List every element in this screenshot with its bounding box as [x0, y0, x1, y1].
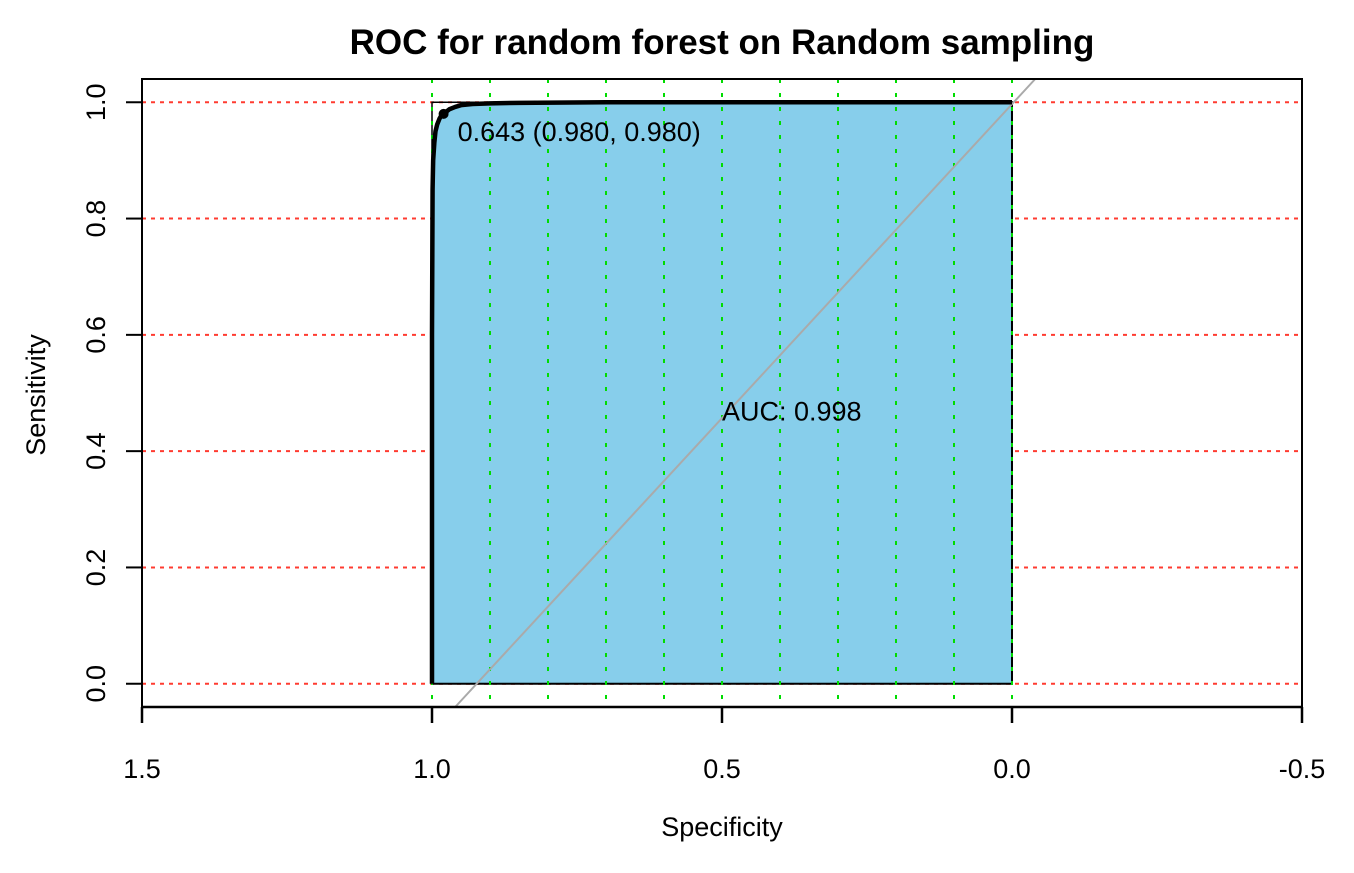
threshold-label: 0.643 (0.980, 0.980): [458, 117, 701, 147]
auc-fill-area: [431, 101, 1013, 685]
x-tick-label-3: 0.0: [993, 754, 1031, 784]
y-axis-label: Sensitivity: [21, 334, 51, 456]
y-tick-label-2: 0.4: [81, 432, 111, 470]
plot-layer: 0.643 (0.980, 0.980) AUC: 0.998 1.5 1.0 0.5 0…: [81, 78, 1326, 784]
auc-label: AUC: 0.998: [722, 396, 862, 426]
y-tick-label-4: 0.8: [81, 200, 111, 238]
y-tick-label-5: 1.0: [81, 83, 111, 121]
y-tick-label-1: 0.2: [81, 549, 111, 587]
x-tick-label-4: -0.5: [1279, 754, 1326, 784]
x-tick-label-1: 1.0: [413, 754, 451, 784]
x-tick-label-0: 1.5: [123, 754, 161, 784]
diagonal-reference-line: [454, 78, 1036, 708]
chart-title: ROC for random forest on Random sampling: [350, 23, 1095, 62]
y-tick-label-0: 0.0: [81, 665, 111, 703]
x-tick-label-2: 0.5: [703, 754, 741, 784]
x-axis-label: Specificity: [661, 812, 783, 842]
plot-frame: [141, 78, 1303, 707]
y-tick-label-3: 0.6: [81, 316, 111, 354]
threshold-point: [438, 108, 449, 119]
